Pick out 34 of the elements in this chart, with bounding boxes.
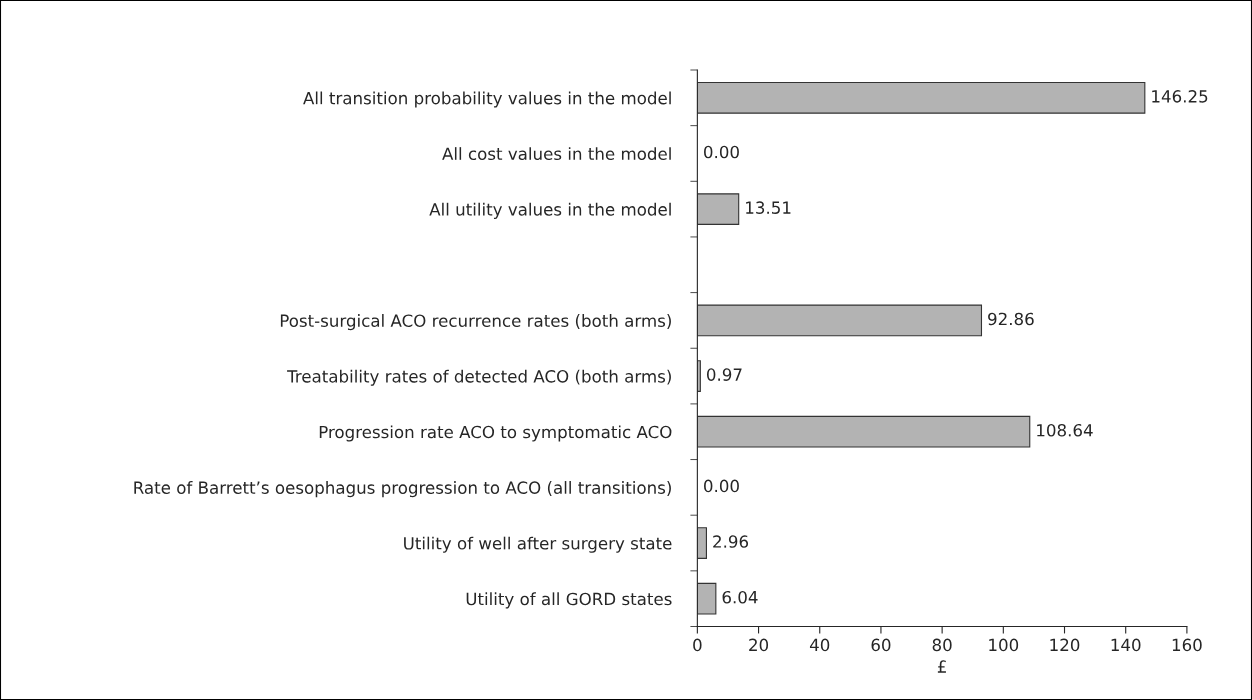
bar — [697, 81, 1146, 114]
y-tick-label: Utility of all GORD states — [466, 592, 672, 609]
y-tick-label: All cost values in the model — [442, 147, 671, 161]
y-tick-label: Rate of Barrett’s oesophagus progression to ACO (all transitions) — [134, 481, 671, 498]
y-tick-label: Progression rate ACO to symptomatic ACO — [319, 425, 672, 442]
bar — [697, 193, 740, 225]
x-tick-label: 20 — [749, 638, 769, 652]
x-tick-label: 80 — [932, 638, 952, 652]
x-tick-label: 0 — [693, 638, 702, 652]
data-label: 92.86 — [988, 312, 1034, 326]
data-label: 0.97 — [706, 368, 742, 381]
y-tick-label: Treatability rates of detected ACO (both arms) — [287, 369, 671, 386]
x-tick-label: 120 — [1050, 638, 1080, 652]
x-tick-label: 40 — [809, 638, 830, 652]
x-tick-label: 140 — [1111, 638, 1141, 652]
y-tick-label: Post-surgical ACO recurrence rates (both arms) — [280, 314, 671, 331]
y-tick-label: All transition probability values in the model — [303, 91, 671, 108]
bar — [697, 582, 717, 615]
bar — [697, 527, 707, 559]
x-tick-label: 160 — [1172, 638, 1202, 652]
data-label: 13.51 — [746, 201, 791, 214]
bar — [697, 415, 1031, 448]
x-tick-label: 100 — [989, 638, 1019, 652]
x-axis-title: £ — [937, 660, 946, 673]
y-tick-label: All utility values in the model — [429, 202, 671, 219]
data-label: 108.64 — [1037, 423, 1093, 437]
data-label: 0.00 — [704, 145, 739, 159]
data-label: 0.00 — [704, 479, 739, 493]
data-label: 146.25 — [1152, 90, 1208, 103]
data-label: 2.96 — [713, 535, 749, 548]
data-label: 6.04 — [722, 590, 758, 604]
bar — [697, 304, 983, 337]
y-tick-label: Utility of well after surgery state — [404, 536, 672, 553]
x-tick-label: 60 — [871, 638, 891, 652]
